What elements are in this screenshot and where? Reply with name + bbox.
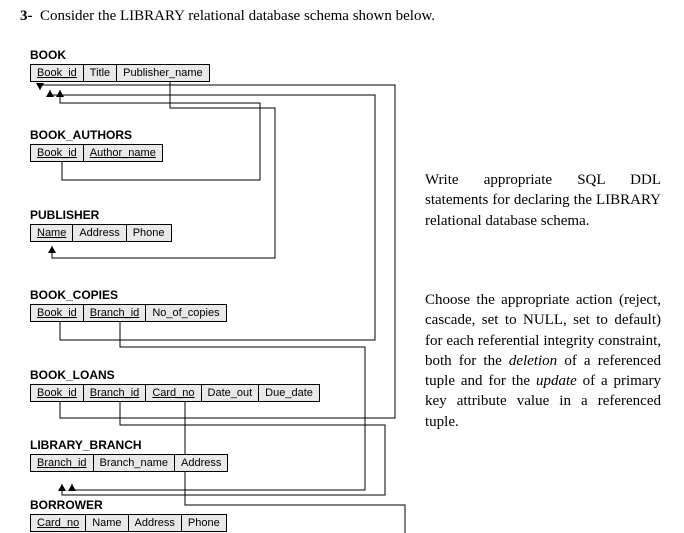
column-phone: Phone xyxy=(181,514,227,532)
column-card_no: Card_no xyxy=(145,384,201,402)
question-text: Consider the LIBRARY relational database… xyxy=(40,8,435,24)
column-title: Title xyxy=(83,64,117,82)
column-book_id: Book_id xyxy=(30,64,84,82)
entity-title: PUBLISHER xyxy=(30,208,172,222)
column-branch_id: Branch_id xyxy=(30,454,94,472)
column-no_of_copies: No_of_copies xyxy=(145,304,226,322)
column-branch_id: Branch_id xyxy=(83,384,147,402)
entity-title: BOOK_LOANS xyxy=(30,368,320,382)
column-branch_name: Branch_name xyxy=(93,454,176,472)
entity-title: LIBRARY_BRANCH xyxy=(30,438,228,452)
column-address: Address xyxy=(72,224,126,242)
entity-title: BOOK_AUTHORS xyxy=(30,128,163,142)
column-branch_id: Branch_id xyxy=(83,304,147,322)
instruction-para-1: Write appropriate SQL DDL statements for… xyxy=(425,170,661,231)
column-due_date: Due_date xyxy=(258,384,320,402)
entity-row: Book_idTitlePublisher_name xyxy=(30,64,210,82)
column-author_name: Author_name xyxy=(83,144,163,162)
column-name: Name xyxy=(30,224,73,242)
column-book_id: Book_id xyxy=(30,384,84,402)
entity-book_loans: BOOK_LOANS Book_idBranch_idCard_noDate_ou… xyxy=(30,368,320,402)
column-book_id: Book_id xyxy=(30,144,84,162)
entity-row: Branch_idBranch_nameAddress xyxy=(30,454,228,472)
entity-row: Card_noNameAddressPhone xyxy=(30,514,227,532)
question-number: 3- xyxy=(20,8,33,24)
column-publisher_name: Publisher_name xyxy=(116,64,210,82)
entity-row: NameAddressPhone xyxy=(30,224,172,242)
emphasis-deletion: deletion xyxy=(509,353,557,369)
entity-title: BOOK_COPIES xyxy=(30,288,227,302)
entity-publisher: PUBLISHER NameAddressPhone xyxy=(30,208,172,242)
page-root: { "question": { "number": "3-", "text": … xyxy=(0,0,684,533)
entity-library_branch: LIBRARY_BRANCH Branch_idBranch_nameAddres… xyxy=(30,438,228,472)
entity-book_copies: BOOK_COPIES Book_idBranch_idNo_of_copies xyxy=(30,288,227,322)
instruction-text: Write appropriate SQL DDL statements for… xyxy=(425,170,661,231)
entity-borrower: BORROWER Card_noNameAddressPhone xyxy=(30,498,227,532)
question-header: 3- Consider the LIBRARY relational datab… xyxy=(20,8,435,25)
column-book_id: Book_id xyxy=(30,304,84,322)
column-card_no: Card_no xyxy=(30,514,86,532)
instruction-para-2: Choose the appropriate action (reject, c… xyxy=(425,290,661,432)
entity-title: BORROWER xyxy=(30,498,227,512)
emphasis-update: update xyxy=(536,373,577,389)
entity-book_authors: BOOK_AUTHORS Book_idAuthor_name xyxy=(30,128,163,162)
column-phone: Phone xyxy=(126,224,172,242)
entity-title: BOOK xyxy=(30,48,210,62)
entity-book: BOOK Book_idTitlePublisher_name xyxy=(30,48,210,82)
entity-row: Book_idBranch_idCard_noDate_outDue_date xyxy=(30,384,320,402)
column-name: Name xyxy=(85,514,128,532)
instruction-text-2: Choose the appropriate action (reject, c… xyxy=(425,290,661,432)
entity-row: Book_idBranch_idNo_of_copies xyxy=(30,304,227,322)
column-address: Address xyxy=(128,514,182,532)
column-date_out: Date_out xyxy=(201,384,260,402)
column-address: Address xyxy=(174,454,228,472)
entity-row: Book_idAuthor_name xyxy=(30,144,163,162)
